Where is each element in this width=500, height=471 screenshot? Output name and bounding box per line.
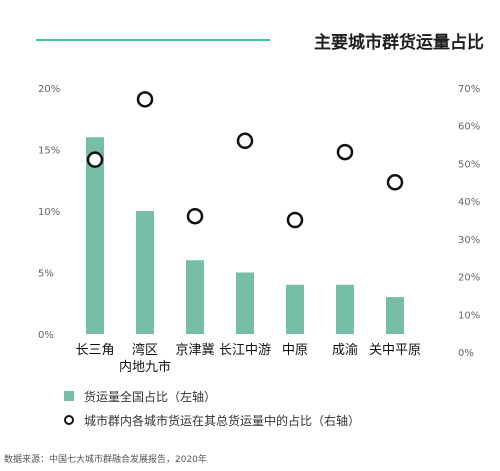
dot-marker bbox=[186, 207, 204, 225]
category-label-line: 关中平原 bbox=[369, 343, 421, 358]
chart-title: 主要城市群货运量占比 bbox=[314, 33, 484, 53]
bar-series bbox=[86, 137, 404, 334]
right-tick-label: 0% bbox=[458, 348, 474, 359]
left-tick-label: 15% bbox=[38, 146, 60, 157]
dot-series bbox=[86, 91, 404, 229]
category-label: 长江中游 bbox=[219, 343, 271, 358]
category-label: 成渝 bbox=[332, 342, 358, 358]
title-accent-line bbox=[36, 39, 270, 41]
legend-bar-swatch bbox=[64, 391, 74, 401]
category-label: 京津冀 bbox=[175, 342, 214, 358]
bar bbox=[186, 260, 204, 334]
category-label-line: 内地九市 bbox=[119, 359, 171, 375]
category-label-line: 中原 bbox=[282, 343, 308, 358]
category-label-line: 长江中游 bbox=[219, 343, 271, 358]
right-tick-label: 10% bbox=[458, 310, 480, 321]
right-tick-label: 50% bbox=[458, 159, 480, 170]
source-note: 数据来源：中国七大城市群融合发展报告，2020年 bbox=[4, 455, 207, 465]
left-tick-label: 0% bbox=[38, 330, 54, 341]
dot-marker bbox=[136, 91, 154, 108]
legend-item-dot: 城市群内各城市货运在其总货运量中的占比（右轴） bbox=[64, 410, 360, 430]
category-label: 湾区内地九市 bbox=[119, 342, 171, 375]
legend-bar-label: 货运量全国占比（左轴） bbox=[84, 389, 217, 404]
bar bbox=[286, 284, 304, 334]
category-label: 中原 bbox=[282, 343, 308, 358]
right-tick-label: 40% bbox=[458, 197, 480, 208]
bar bbox=[136, 211, 154, 334]
left-tick-label: 20% bbox=[38, 84, 60, 95]
legend-item-bar: 货运量全国占比（左轴） bbox=[64, 386, 360, 406]
chart-area: 0% 5% 10% 15% 20% 0% 10% 20% 30% 40% 50% 60% 70% 长三… bbox=[38, 84, 480, 375]
right-tick-label: 70% bbox=[458, 84, 480, 95]
left-tick-label: 5% bbox=[38, 269, 54, 280]
right-tick-label: 20% bbox=[458, 273, 480, 284]
dot-marker bbox=[286, 211, 304, 229]
bar bbox=[86, 137, 104, 334]
category-label-line: 成渝 bbox=[332, 342, 358, 358]
bar bbox=[336, 284, 354, 334]
bar bbox=[386, 297, 404, 334]
dot-marker bbox=[336, 143, 354, 161]
dot-marker bbox=[236, 132, 254, 150]
bar bbox=[236, 272, 254, 334]
category-label: 长三角 bbox=[75, 343, 114, 358]
right-axis: 0% 10% 20% 30% 40% 50% 60% 70% bbox=[458, 84, 480, 359]
legend: 货运量全国占比（左轴） 城市群内各城市货运在其总货运量中的占比（右轴） bbox=[64, 386, 360, 434]
right-tick-label: 60% bbox=[458, 122, 480, 133]
dot-marker bbox=[86, 151, 104, 168]
category-label: 关中平原 bbox=[369, 343, 421, 358]
legend-dot-label: 城市群内各城市货运在其总货运量中的占比（右轴） bbox=[84, 413, 361, 428]
category-label-line: 湾区 bbox=[132, 342, 158, 358]
left-axis: 0% 5% 10% 15% 20% bbox=[38, 84, 60, 341]
right-tick-label: 30% bbox=[458, 235, 480, 246]
category-label-line: 长三角 bbox=[75, 343, 114, 358]
legend-dot-marker bbox=[64, 415, 74, 425]
dot-marker bbox=[386, 174, 404, 191]
left-tick-label: 10% bbox=[38, 207, 60, 218]
category-label-line: 京津冀 bbox=[175, 342, 214, 358]
